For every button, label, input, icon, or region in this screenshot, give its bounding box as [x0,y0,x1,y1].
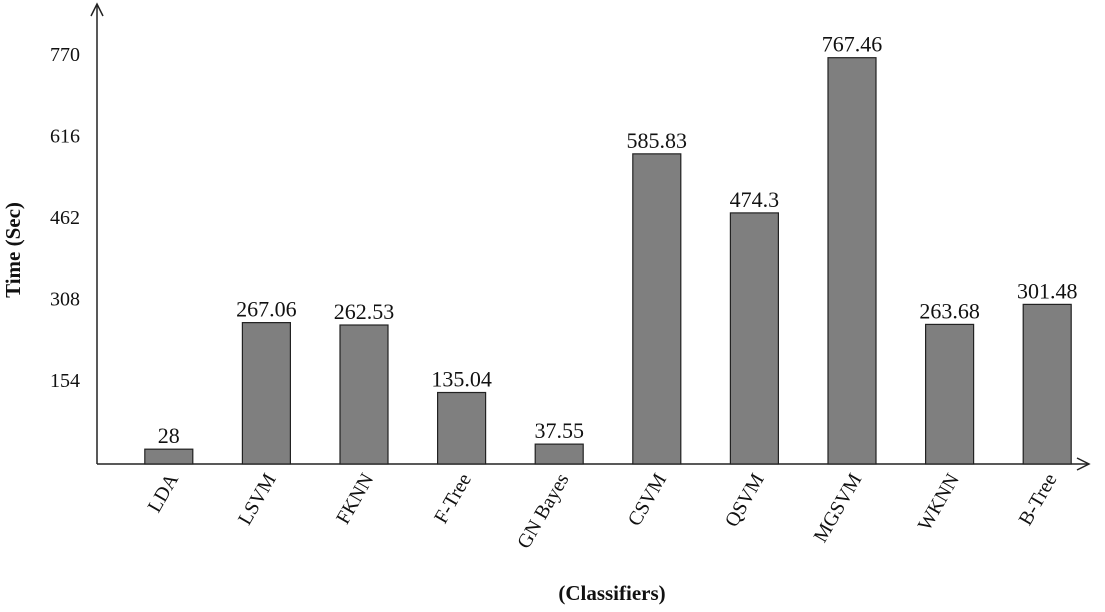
bar [729,212,780,465]
bar [241,322,291,465]
x-tick-label: MGSVM [809,470,866,547]
x-tick-label: FKNN [332,470,378,528]
y-tick-label: 462 [50,207,80,229]
y-tick-label: 154 [50,370,80,392]
x-tick-label: LDA [144,469,184,516]
x-axis-arrow [1076,457,1091,471]
value-label: 301.48 [1017,278,1078,303]
value-label: 262.53 [334,299,395,324]
x-tick-label: GN Bayes [513,470,574,553]
value-label: 135.04 [431,367,492,392]
value-label: 767.46 [822,32,883,57]
bar [534,443,584,465]
y-tick-label: 308 [50,289,80,311]
x-tick-label: WKNN [914,470,964,535]
bar [1022,303,1072,465]
value-label: 585.83 [627,128,688,153]
y-tick-label: 770 [50,44,80,66]
bar [437,391,487,465]
bar [144,448,194,465]
value-label: 28 [158,423,180,448]
x-axis-title: (Classifiers) [558,581,665,605]
bar [632,153,682,465]
value-label: 263.68 [919,298,980,323]
x-tick-label: CSVM [624,470,672,530]
y-tick-label: 616 [50,125,80,147]
value-label: 474.3 [730,187,780,212]
x-tick-label: F-Tree [430,470,476,528]
x-tick-label: LSVM [234,470,281,529]
y-axis-title: Time (Sec) [1,202,25,298]
bar [924,323,975,465]
bar [827,57,877,465]
x-tick-label: B-Tree [1014,470,1061,530]
value-label: 267.06 [236,297,297,322]
bar [339,324,389,465]
y-axis-arrow [90,2,104,17]
x-tick-label: QSVM [721,470,769,531]
value-label: 37.55 [534,418,584,443]
